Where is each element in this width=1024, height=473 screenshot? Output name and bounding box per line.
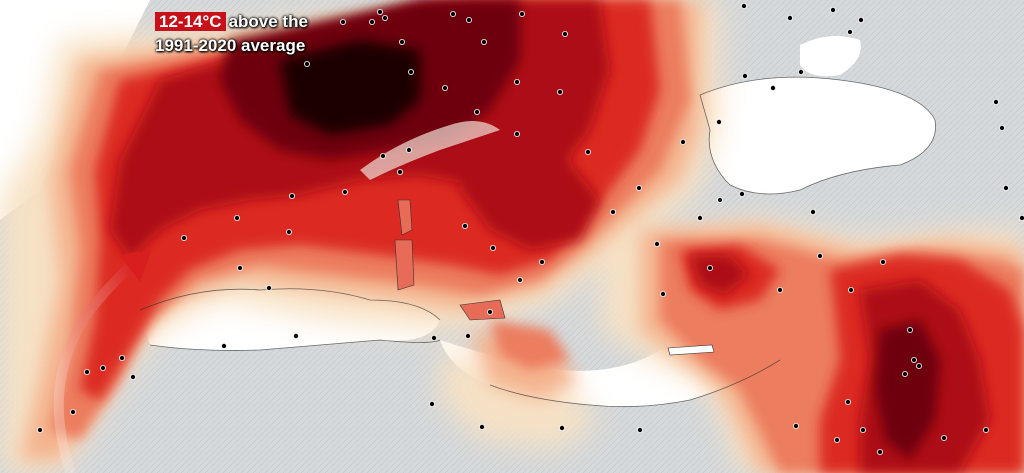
city-marker-icon: [100, 364, 107, 371]
city-markers: [37, 3, 1024, 455]
city-marker-icon: [741, 3, 748, 9]
city-marker-icon: [770, 85, 777, 92]
city-marker-icon: [858, 16, 865, 23]
city-marker-icon: [911, 356, 918, 363]
city-marker-icon: [486, 308, 493, 315]
city-marker-icon: [1003, 184, 1010, 191]
city-marker-icon: [793, 422, 800, 429]
city-marker-icon: [845, 398, 852, 405]
city-marker-icon: [341, 188, 348, 195]
city-marker-icon: [830, 7, 837, 13]
city-marker-icon: [707, 264, 714, 271]
city-marker-icon: [916, 362, 923, 369]
city-marker-icon: [478, 423, 485, 430]
city-marker-icon: [407, 69, 414, 76]
city-marker-icon: [303, 61, 310, 68]
city-marker-icon: [37, 426, 44, 433]
coastlines: [139, 76, 936, 408]
city-marker-icon: [983, 426, 990, 433]
city-marker-icon: [405, 146, 412, 153]
city-marker-icon: [464, 332, 471, 339]
city-marker-icon: [480, 39, 487, 46]
city-marker-icon: [585, 148, 592, 155]
city-marker-icon: [660, 290, 667, 297]
city-marker-icon: [636, 184, 643, 191]
warm-air-arrow-icon: [53, 250, 152, 473]
city-marker-icon: [70, 408, 77, 415]
city-marker-icon: [610, 208, 617, 215]
city-marker-icon: [285, 228, 292, 235]
city-marker-icon: [180, 234, 187, 241]
city-marker-icon: [292, 332, 299, 339]
anomaly-layer-black: [280, 40, 420, 135]
city-marker-icon: [742, 73, 749, 80]
city-marker-icon: [368, 18, 375, 25]
city-marker-icon: [119, 354, 126, 361]
city-marker-icon: [777, 286, 784, 293]
city-marker-icon: [430, 334, 437, 341]
islands: [394, 199, 715, 356]
city-marker-icon: [265, 284, 272, 291]
city-marker-icon: [514, 130, 521, 137]
city-marker-icon: [489, 244, 496, 251]
city-marker-icon: [236, 264, 243, 271]
city-marker-icon: [697, 214, 704, 221]
city-marker-icon: [717, 196, 724, 203]
city-marker-icon: [907, 326, 914, 333]
city-marker-icon: [559, 424, 566, 431]
legend-line1-rest: above the: [228, 12, 308, 31]
city-marker-icon: [1019, 215, 1024, 221]
city-marker-icon: [810, 208, 817, 215]
city-marker-icon: [376, 8, 383, 15]
city-marker-icon: [834, 436, 841, 443]
city-marker-icon: [860, 426, 867, 433]
city-marker-icon: [877, 448, 884, 455]
city-marker-icon: [519, 10, 526, 17]
city-marker-icon: [465, 16, 472, 23]
city-marker-icon: [999, 125, 1006, 132]
city-marker-icon: [902, 370, 909, 377]
city-marker-icon: [288, 192, 295, 199]
city-marker-icon: [379, 152, 386, 159]
city-marker-icon: [441, 85, 448, 92]
city-marker-icon: [798, 69, 805, 76]
city-marker-icon: [381, 14, 388, 21]
city-marker-icon: [993, 99, 1000, 106]
city-marker-icon: [129, 373, 136, 380]
anomaly-legend: 12-14°C above the 1991-2020 average: [155, 10, 308, 58]
city-marker-icon: [680, 138, 687, 145]
city-marker-icon: [428, 400, 435, 407]
city-marker-icon: [654, 240, 661, 247]
city-marker-icon: [739, 190, 746, 197]
city-marker-icon: [880, 258, 887, 265]
city-marker-icon: [398, 39, 405, 46]
city-marker-icon: [562, 30, 569, 37]
city-marker-icon: [461, 222, 468, 229]
city-marker-icon: [637, 426, 644, 433]
city-marker-icon: [716, 119, 723, 126]
alps-relief: [360, 121, 500, 180]
city-marker-icon: [517, 276, 524, 283]
city-marker-icon: [787, 14, 794, 21]
city-marker-icon: [941, 434, 948, 441]
city-marker-icon: [233, 214, 240, 221]
city-marker-icon: [449, 10, 456, 17]
city-marker-icon: [847, 28, 854, 35]
city-marker-icon: [220, 342, 227, 349]
city-marker-icon: [396, 168, 403, 175]
city-marker-icon: [514, 79, 521, 86]
city-marker-icon: [473, 109, 480, 116]
city-marker-icon: [817, 252, 824, 259]
legend-highlight: 12-14°C: [155, 12, 226, 31]
city-marker-icon: [539, 258, 546, 265]
city-marker-icon: [848, 286, 855, 293]
city-marker-icon: [84, 368, 91, 375]
city-marker-icon: [557, 89, 564, 96]
legend-line2: 1991-2020 average: [155, 36, 306, 55]
city-marker-icon: [339, 18, 346, 25]
